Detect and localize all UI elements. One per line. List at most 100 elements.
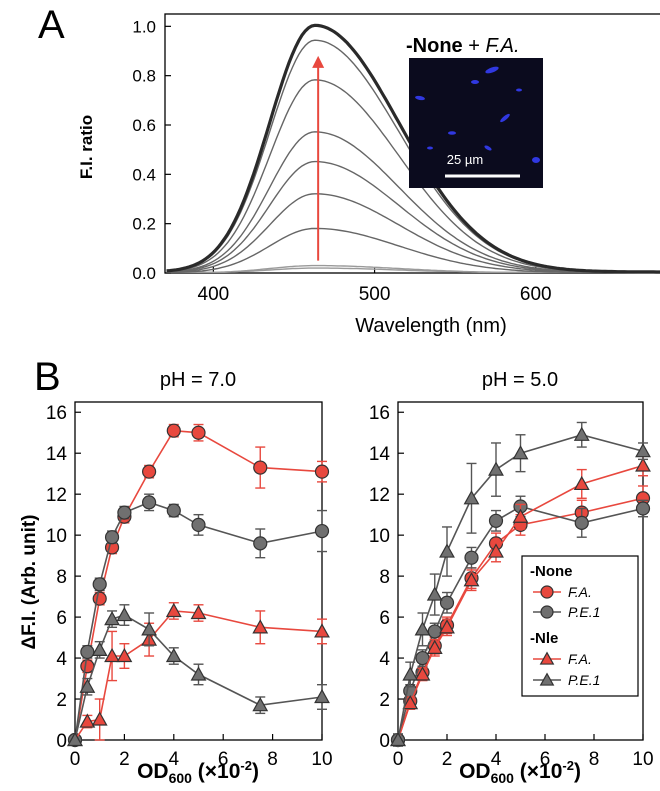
panel-b-ph7-title: pH = 7.0: [160, 369, 236, 391]
data-point: [464, 550, 479, 565]
panel-a-ylabel: F.I. ratio: [77, 115, 96, 179]
data-point: [512, 445, 529, 460]
ytick-label: 8: [56, 567, 67, 588]
inset-fluorescent-dots: [415, 66, 540, 163]
data-point: [253, 536, 268, 551]
data-point: [116, 606, 133, 622]
ph5-xlabel-tail: (×10: [514, 760, 562, 783]
series-line: [397, 464, 644, 741]
data-point: [402, 694, 419, 710]
series-line: [397, 505, 644, 741]
data-point: [104, 611, 120, 626]
data-point: [539, 672, 555, 686]
panel-b-ph5-title: pH = 5.0: [482, 369, 558, 391]
data-point: [439, 595, 455, 610]
ytick-label: 4: [56, 649, 67, 670]
ytick-label: 16: [46, 403, 67, 424]
ytick-label: 16: [369, 403, 390, 424]
data-point: [166, 503, 181, 518]
panel-a-xlabel: Wavelength (nm): [355, 315, 507, 337]
panel-a-ytick-label: 0.0: [132, 264, 156, 283]
xtick-label: 6: [540, 749, 551, 770]
ytick-label: 12: [46, 485, 67, 506]
data-point: [439, 619, 455, 634]
data-point: [426, 639, 443, 654]
data-point: [190, 604, 207, 620]
xtick-label: 0: [393, 749, 404, 770]
legend-group-none: -None: [530, 563, 573, 580]
ytick-label: 8: [379, 567, 390, 588]
data-point: [191, 425, 206, 440]
data-point: [166, 423, 181, 438]
ph7-xlabel-main: OD: [137, 760, 169, 783]
ytick-label: 12: [369, 485, 390, 506]
panel-a-xtick-label: 500: [359, 284, 391, 305]
data-point: [91, 641, 108, 656]
data-point: [488, 543, 504, 558]
ph7-xlabel-tail: (×10: [192, 760, 240, 783]
inset-title-plus: +: [463, 35, 486, 57]
data-point: [91, 711, 108, 726]
xtick-label: 4: [169, 749, 180, 770]
ytick-label: 10: [46, 526, 67, 547]
fluorescent-dot: [485, 66, 499, 74]
fluorescent-dot: [532, 157, 540, 163]
data-point: [573, 426, 590, 441]
panel-b-ph7-chart: 0 2 4 6 8 10 0 2 4 6 8 10 12 14 16: [46, 401, 333, 770]
panel-b-ylabel: ΔF.I. (Arb. unit): [19, 514, 40, 649]
fluorescent-dot: [427, 146, 433, 150]
data-point: [67, 731, 83, 747]
data-point: [463, 490, 480, 505]
legend-marker-nle-fa: [533, 651, 561, 665]
panel-a-xtick-label: 600: [520, 284, 552, 305]
series-line: [74, 429, 323, 741]
data-point: [427, 624, 442, 639]
fluorescent-dot: [484, 145, 492, 151]
xtick-label: 6: [218, 749, 229, 770]
data-point: [142, 495, 157, 510]
data-point: [191, 517, 206, 533]
legend-marker-none-pe1: [533, 605, 561, 619]
ytick-label: 4: [379, 649, 390, 670]
xtick-label: 4: [491, 749, 502, 770]
data-point: [252, 697, 269, 712]
xtick-label: 8: [589, 749, 600, 770]
xtick-label: 10: [311, 749, 332, 770]
ph5-xlabel-main: OD: [459, 760, 491, 783]
legend-marker-none-fa: [533, 585, 561, 599]
fluorescent-dot: [415, 95, 425, 101]
legend-label-none-fa: F.A.: [568, 584, 592, 600]
data-point: [80, 644, 95, 660]
data-point: [540, 585, 554, 599]
data-point: [635, 457, 651, 472]
inset-title-italic: F.A.: [485, 35, 519, 57]
data-point: [635, 443, 651, 458]
data-point: [165, 647, 182, 663]
inset-scale-label: 25 µm: [447, 152, 483, 167]
ytick-label: 6: [379, 608, 390, 629]
panel-a-ytick-label: 0.8: [132, 67, 156, 86]
ytick-label: 14: [369, 444, 391, 465]
plot-frame: [397, 401, 644, 741]
data-point: [539, 651, 555, 665]
legend: -None F.A. P.E.1 -Nle F.A. P.E.1: [521, 555, 639, 697]
panel-a-xtick-label: 400: [198, 284, 230, 305]
data-point: [314, 464, 330, 479]
data-point: [488, 461, 504, 476]
ytick-label: 0: [56, 731, 67, 752]
data-point: [141, 621, 158, 636]
panel-label-a: A: [38, 3, 65, 47]
data-point: [426, 586, 443, 601]
data-point: [414, 621, 431, 636]
data-point: [142, 464, 157, 479]
data-point: [190, 666, 207, 681]
fluorescent-dot: [500, 113, 510, 123]
xtick-label: 8: [267, 749, 278, 770]
ph7-xlabel-sup: -2: [240, 758, 252, 773]
data-point: [165, 602, 182, 618]
data-point: [104, 530, 120, 545]
panel-a-ytick-label: 0.6: [132, 116, 156, 135]
ph7-xlabel-sub: 600: [169, 770, 193, 786]
data-point: [92, 577, 107, 592]
